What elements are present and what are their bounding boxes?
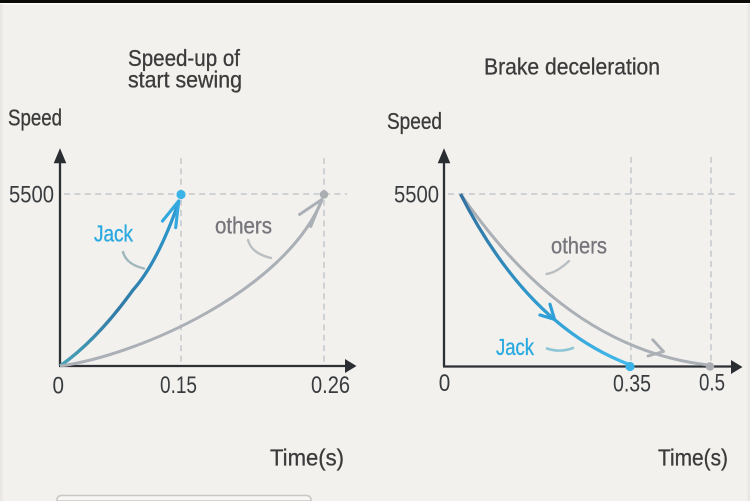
svg-text:start sewing: start sewing: [128, 67, 242, 93]
svg-text:Time(s): Time(s): [658, 445, 728, 471]
svg-text:Speed: Speed: [387, 108, 442, 134]
svg-text:0: 0: [52, 373, 64, 400]
svg-text:0.35: 0.35: [613, 371, 651, 398]
svg-text:Speed-up of: Speed-up of: [128, 45, 241, 71]
svg-text:Jack: Jack: [496, 334, 534, 360]
svg-text:others: others: [551, 233, 607, 259]
svg-text:others: others: [215, 213, 272, 239]
svg-text:Time(s): Time(s): [270, 445, 344, 471]
svg-text:0.26: 0.26: [311, 372, 350, 399]
svg-text:Jack: Jack: [94, 221, 133, 247]
svg-text:5500: 5500: [394, 182, 439, 209]
svg-text:5500: 5500: [9, 182, 54, 209]
svg-text:0.15: 0.15: [160, 372, 197, 399]
svg-text:Brake deceleration: Brake deceleration: [484, 54, 660, 80]
svg-text:Speed: Speed: [8, 105, 62, 131]
svg-text:0: 0: [439, 370, 451, 397]
svg-text:0.5: 0.5: [699, 370, 725, 397]
